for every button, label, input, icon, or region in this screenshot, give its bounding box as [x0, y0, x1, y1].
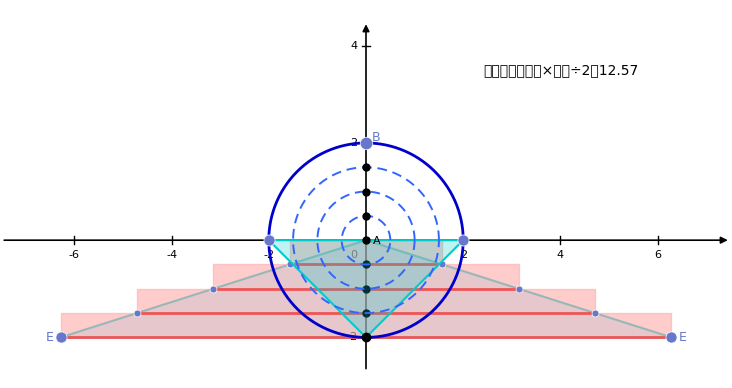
Text: 6: 6	[654, 250, 661, 260]
Text: -2: -2	[346, 333, 357, 343]
Text: -6: -6	[69, 250, 80, 260]
Text: 2: 2	[460, 250, 467, 260]
Text: 円の面積＝円周×半径÷2＝12.57: 円の面積＝円周×半径÷2＝12.57	[483, 63, 638, 77]
Text: E: E	[45, 331, 53, 344]
Text: E: E	[679, 331, 687, 344]
Text: 2: 2	[350, 138, 357, 148]
Text: -2: -2	[264, 250, 274, 260]
Text: 0: 0	[350, 250, 357, 260]
Text: -4: -4	[166, 250, 177, 260]
Text: 4: 4	[557, 250, 564, 260]
Polygon shape	[61, 240, 671, 338]
Polygon shape	[269, 240, 463, 338]
Text: A: A	[373, 236, 381, 246]
Text: B: B	[372, 130, 381, 144]
Text: 4: 4	[350, 41, 357, 51]
